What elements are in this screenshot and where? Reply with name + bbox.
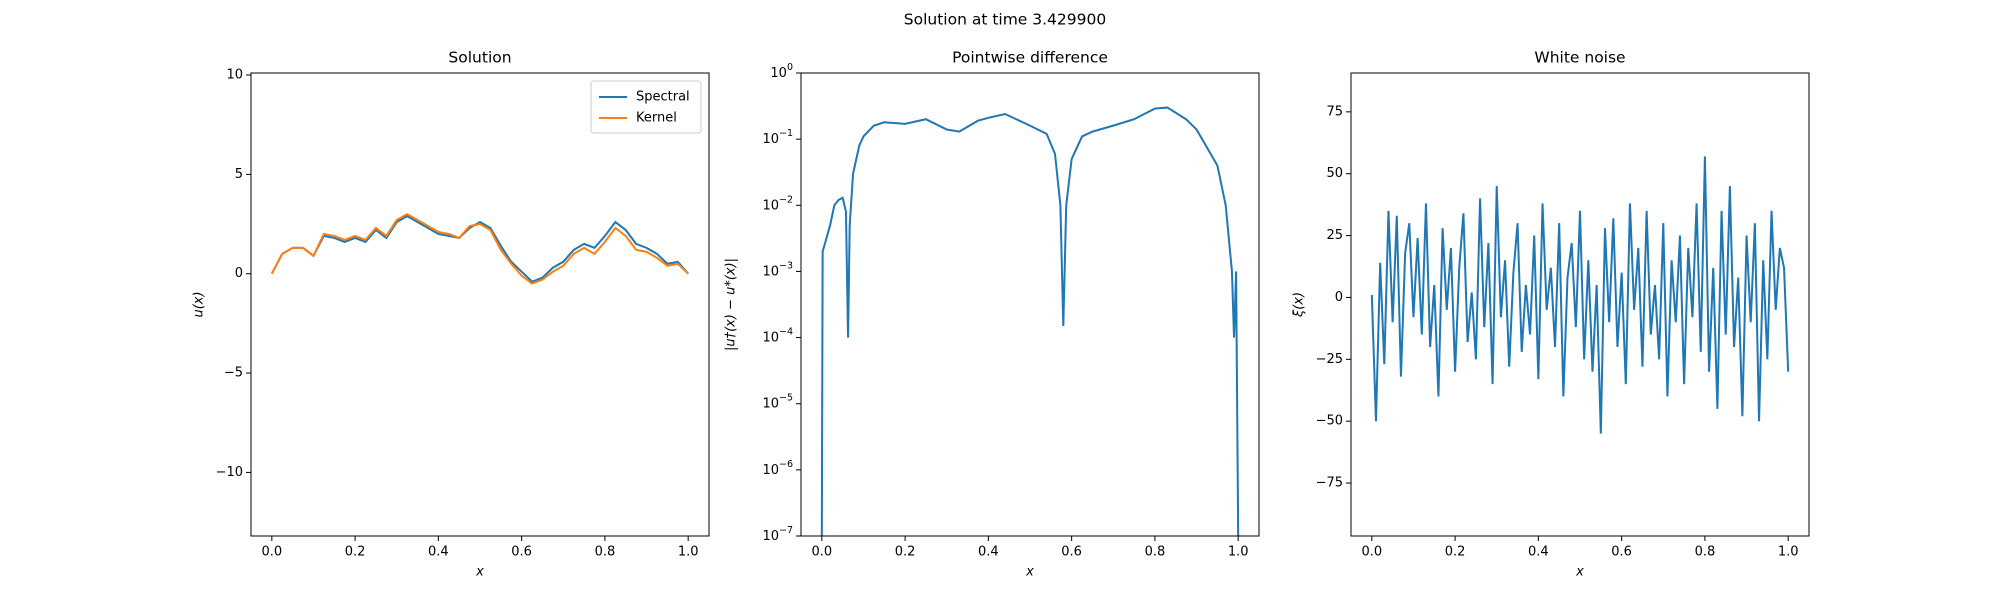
- y-tick-label: 10: [226, 67, 243, 82]
- data-line: [270, 212, 689, 285]
- axes-frame: [800, 72, 1260, 537]
- data-line: [270, 214, 689, 283]
- x-tick-label: 0.6: [1611, 545, 1632, 560]
- y-tick-label: 10−5: [762, 392, 793, 411]
- x-tick-label: 1.0: [678, 545, 699, 560]
- x-tick-label: 0.8: [595, 545, 616, 560]
- axes-frame: [250, 72, 710, 537]
- x-tick-label: 0.2: [1445, 545, 1466, 560]
- x-tick-label: 0.2: [345, 545, 366, 560]
- y-axis-label: u(x): [192, 291, 207, 317]
- x-axis-label: x: [1025, 565, 1034, 580]
- x-tick-label: 1.0: [1778, 545, 1799, 560]
- y-tick-label: −75: [1316, 476, 1343, 491]
- data-line: [1370, 156, 1790, 434]
- x-tick-label: 1.0: [1228, 545, 1249, 560]
- x-tick-label: 0.6: [1061, 545, 1082, 560]
- y-tick-label: 10−2: [762, 194, 793, 213]
- y-tick-label: 0: [1335, 290, 1343, 305]
- legend-label: Spectral: [636, 90, 690, 105]
- y-tick-label: 10−6: [762, 458, 793, 477]
- x-tick-label: 0.0: [1361, 545, 1382, 560]
- chart-title: Solution: [448, 49, 511, 67]
- y-tick-label: 25: [1326, 228, 1343, 243]
- legend-label: Kernel: [636, 111, 677, 126]
- x-tick-label: 0.6: [511, 545, 532, 560]
- chart-title: Pointwise difference: [952, 49, 1108, 67]
- y-tick-label: 0: [235, 266, 243, 281]
- legend-box: [590, 80, 702, 134]
- x-tick-label: 0.4: [428, 545, 449, 560]
- x-tick-label: 0.0: [261, 545, 282, 560]
- y-axis-label: ξ(x): [1292, 292, 1307, 318]
- y-tick-label: −5: [224, 366, 243, 381]
- axes-frame: [1350, 72, 1810, 537]
- y-tick-label: 10−4: [762, 326, 793, 345]
- figure-title: Solution at time 3.429900: [904, 11, 1106, 29]
- y-tick-label: 75: [1326, 104, 1343, 119]
- y-tick-label: −10: [216, 465, 243, 480]
- y-tick-label: 10−3: [762, 260, 793, 279]
- y-tick-label: −50: [1316, 414, 1343, 429]
- y-tick-label: 5: [235, 167, 243, 182]
- x-tick-label: 0.2: [895, 545, 916, 560]
- chart-title: White noise: [1534, 49, 1625, 67]
- y-tick-label: 10−7: [762, 525, 793, 544]
- x-axis-label: x: [475, 565, 484, 580]
- x-axis-label: x: [1575, 565, 1584, 580]
- y-tick-label: 50: [1326, 166, 1343, 181]
- y-tick-label: 10−1: [762, 128, 793, 147]
- x-tick-label: 0.4: [978, 545, 999, 560]
- x-tick-label: 0.8: [1145, 545, 1166, 560]
- x-tick-label: 0.8: [1695, 545, 1716, 560]
- y-axis-label: |u†(x) − u*(x)|: [724, 258, 739, 351]
- x-tick-label: 0.0: [811, 545, 832, 560]
- y-tick-label: 100: [770, 62, 793, 81]
- x-tick-label: 0.4: [1528, 545, 1549, 560]
- y-tick-label: −25: [1316, 352, 1343, 367]
- data-line: [820, 106, 1240, 536]
